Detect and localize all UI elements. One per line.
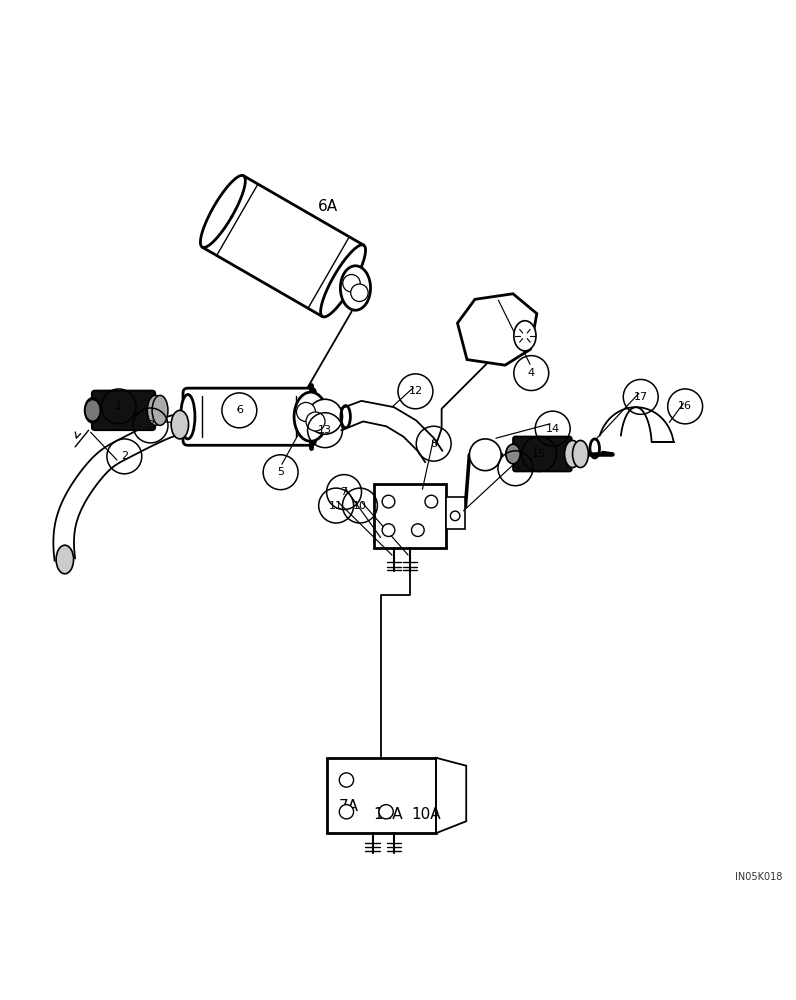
- Circle shape: [343, 275, 361, 292]
- Text: 17: 17: [634, 392, 648, 402]
- Text: 9: 9: [512, 463, 519, 473]
- Ellipse shape: [147, 395, 163, 425]
- Text: 15: 15: [533, 449, 546, 459]
- Ellipse shape: [57, 545, 73, 574]
- Text: 3: 3: [147, 420, 154, 430]
- Bar: [374, 484, 446, 548]
- Text: 5: 5: [277, 467, 284, 477]
- Ellipse shape: [152, 395, 168, 425]
- Text: 7: 7: [341, 487, 348, 497]
- Circle shape: [312, 404, 338, 429]
- Bar: [326, 758, 436, 833]
- Circle shape: [351, 284, 368, 301]
- Ellipse shape: [506, 444, 520, 464]
- Circle shape: [296, 402, 315, 421]
- Text: 1: 1: [115, 401, 123, 411]
- Text: 2: 2: [121, 451, 128, 461]
- FancyBboxPatch shape: [92, 391, 155, 430]
- Circle shape: [382, 524, 395, 536]
- Circle shape: [379, 805, 393, 819]
- Circle shape: [470, 439, 501, 471]
- Text: 11A: 11A: [373, 807, 404, 822]
- Ellipse shape: [84, 400, 100, 421]
- Ellipse shape: [294, 392, 327, 441]
- Circle shape: [412, 524, 424, 536]
- Circle shape: [474, 443, 498, 467]
- Circle shape: [425, 495, 438, 508]
- Ellipse shape: [171, 410, 189, 439]
- Text: 10: 10: [353, 501, 367, 511]
- Ellipse shape: [506, 446, 520, 462]
- Ellipse shape: [341, 266, 370, 310]
- Circle shape: [307, 399, 342, 434]
- Text: 7A: 7A: [339, 799, 359, 814]
- Ellipse shape: [572, 440, 588, 468]
- Polygon shape: [436, 758, 466, 833]
- Text: 10A: 10A: [411, 807, 440, 822]
- Text: 16: 16: [678, 401, 693, 411]
- Polygon shape: [458, 294, 537, 365]
- FancyBboxPatch shape: [513, 437, 572, 471]
- Text: 12: 12: [408, 386, 423, 396]
- Bar: [446, 497, 466, 529]
- Circle shape: [339, 773, 353, 787]
- Text: 11: 11: [329, 501, 343, 511]
- Ellipse shape: [513, 321, 536, 351]
- Circle shape: [451, 511, 460, 521]
- Text: 13: 13: [318, 425, 332, 435]
- Text: 14: 14: [545, 424, 560, 434]
- Text: 4: 4: [528, 368, 535, 378]
- Ellipse shape: [564, 440, 580, 468]
- Circle shape: [306, 412, 325, 431]
- Text: 6: 6: [236, 405, 243, 415]
- Text: 8: 8: [430, 439, 437, 449]
- Text: 6A: 6A: [318, 199, 338, 214]
- Circle shape: [382, 495, 395, 508]
- Ellipse shape: [181, 395, 195, 439]
- Text: IN05K018: IN05K018: [736, 872, 782, 882]
- FancyBboxPatch shape: [183, 388, 315, 445]
- Circle shape: [339, 805, 353, 819]
